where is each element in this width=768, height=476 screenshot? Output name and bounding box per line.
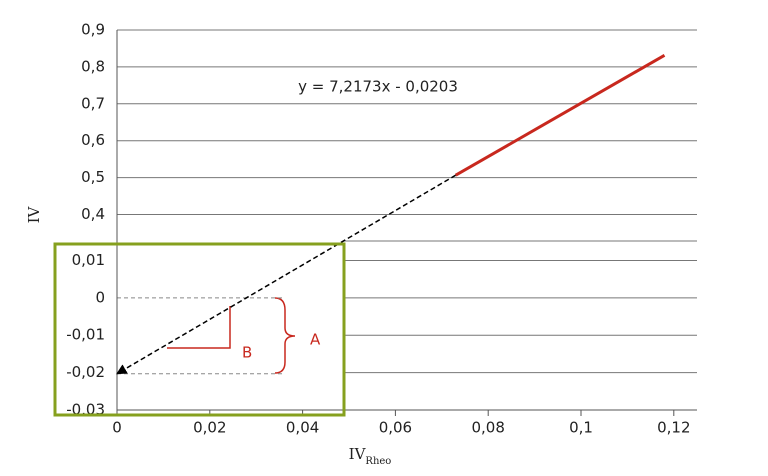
x-tick-label: 0	[112, 419, 122, 437]
y-axis-label: IV	[25, 205, 43, 223]
brace	[274, 297, 296, 374]
x-tick-label: 0,06	[379, 419, 412, 437]
y-tick-label: 0,01	[72, 251, 105, 269]
x-label-sub: Rheo	[365, 456, 391, 467]
y-tick-label: -0,02	[66, 363, 105, 381]
y-tick-label: 0,8	[81, 57, 105, 75]
x-tick-label: 0,02	[193, 419, 226, 437]
y-tick-label: 0,5	[81, 168, 105, 186]
x-tick-label: 0,1	[569, 419, 593, 437]
y-tick-label: 0	[95, 288, 105, 306]
x-axis-label: IVRheo	[349, 445, 392, 467]
annotation-b: B	[242, 344, 252, 362]
x-tick-label: 0,04	[286, 419, 319, 437]
data-line	[454, 53, 666, 177]
y-tick-label: -0,01	[66, 326, 105, 344]
x-tick-label: 0,12	[657, 419, 690, 437]
y-tick-label: 0,9	[81, 21, 105, 39]
annotation-a: A	[310, 331, 321, 349]
slope-step	[167, 306, 231, 349]
extrapolation-line	[116, 174, 457, 375]
zoom-box	[53, 242, 346, 417]
y-tick-label: 0,6	[81, 131, 105, 149]
y-tick-label: 0,7	[81, 94, 105, 112]
equation: y = 7,2173x - 0,0203	[298, 78, 458, 96]
x-label-main: IV	[349, 445, 367, 463]
x-tick-label: 0,08	[471, 419, 504, 437]
y-tick-label: 0,4	[81, 205, 105, 223]
